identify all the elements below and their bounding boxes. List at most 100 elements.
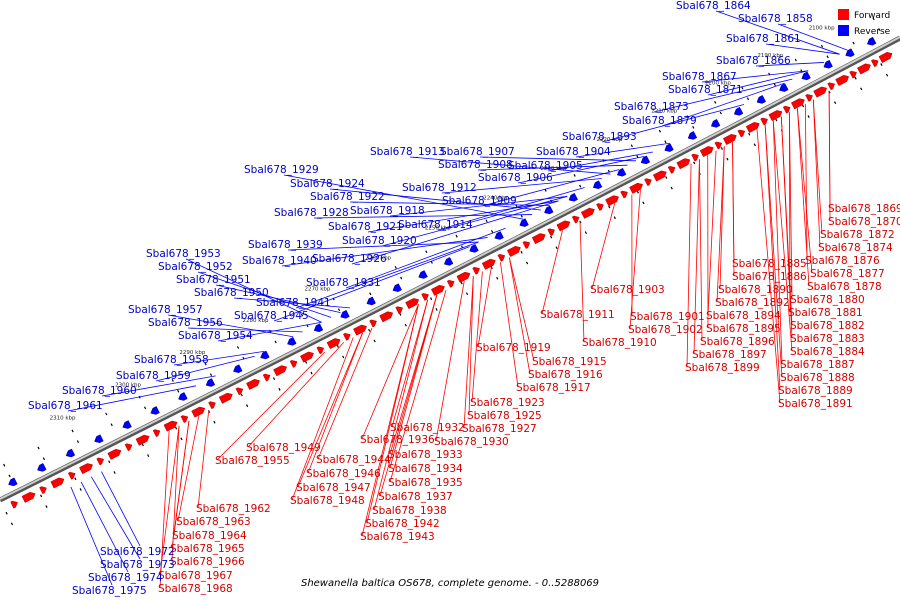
forward-gene-label: Sbal678_1968 [158,583,233,595]
gene-labels: Sbal678_1869Sbal678_1870Sbal678_1872Sbal… [28,0,900,597]
forward-leader-line [468,276,474,416]
forward-gene-label: Sbal678_1884 [790,346,865,358]
track-dash [658,129,662,133]
reverse-gene-label: Sbal678_1953 [146,248,221,260]
forward-gene-label: Sbal678_1888 [780,372,855,384]
forward-gene-label: Sbal678_1943 [360,531,435,543]
reverse-gene-arrow [392,283,402,292]
track-dash [714,100,717,104]
reverse-gene-label: Sbal678_1961 [28,400,103,412]
forward-leader-line [379,294,438,497]
map-caption: Shewanella baltica OS678, complete genom… [301,578,599,589]
forward-gene-arrow [50,477,65,489]
forward-leader-line [247,342,345,448]
forward-gene-arrow [39,486,47,495]
forward-gene-arrow [369,319,377,328]
legend-reverse-label: Reverse [854,27,891,37]
forward-gene-label: Sbal678_1911 [540,309,615,321]
track-dash [8,474,11,478]
reverse-gene-label: Sbal678_1907 [440,146,515,158]
forward-gene-label: Sbal678_1881 [788,307,863,319]
forward-gene-label: Sbal678_1901 [630,311,705,323]
reverse-gene-label: Sbal678_1926 [312,253,387,265]
forward-leader-line [716,146,725,303]
tick-label: 2260 kbp [365,256,391,262]
forward-leader-line [471,271,483,403]
forward-gene-label: Sbal678_1964 [172,530,247,542]
forward-gene-label: Sbal678_1937 [378,491,453,503]
tick-label: 2100 kbp [809,26,835,32]
track-dash [520,214,523,218]
reverse-gene-arrow [592,180,603,190]
track-dash [399,313,402,316]
forward-leader-line [373,299,429,511]
forward-gene-arrow [768,110,783,122]
reverse-gene-label: Sbal678_1879 [622,115,697,127]
forward-leader-line [591,203,616,290]
track-dash [613,216,616,220]
forward-gene-label: Sbal678_1917 [516,382,591,394]
track-dash [820,44,824,48]
forward-leader-line [317,327,373,460]
track-dash [746,97,750,101]
reverse-leader-line [707,70,809,96]
forward-leader-line [508,257,531,375]
track-dash [404,323,407,327]
forward-gene-arrow [273,365,288,377]
legend-forward-label: Forward [854,11,890,21]
forward-gene-arrow [691,153,699,162]
forward-leader-line [772,120,783,365]
forward-gene-arrow [737,129,746,138]
track-dash [455,234,458,238]
reverse-gene-label: Sbal678_1939 [248,239,323,251]
track-dash [177,389,180,393]
forward-leader-line [463,276,474,429]
track-dash [885,73,889,77]
forward-leader-line [629,190,641,330]
track-dash [670,186,673,190]
forward-gene-arrow [67,471,76,480]
reverse-gene-arrow [756,95,766,104]
track-dash [465,292,469,296]
forward-gene-arrow [827,82,835,91]
reverse-gene-label: Sbal678_1954 [178,330,253,342]
reverse-leader-line [70,486,113,586]
track-dash [726,157,729,161]
forward-gene-arrow [667,166,676,174]
reverse-gene-arrow [494,231,504,240]
reverse-leader-line [481,169,620,207]
reverse-gene-arrow [779,83,789,92]
reverse-leader-line [349,201,550,206]
reverse-gene-arrow [866,36,877,46]
forward-leader-line [812,99,823,235]
track-dash [664,140,667,144]
track-dash [520,250,523,254]
track-dash [429,297,433,301]
forward-leader-line [780,116,793,339]
track-dash [833,101,837,105]
reverse-gene-arrow [664,143,674,152]
track-dash [272,377,276,381]
forward-gene-label: Sbal678_1902 [628,324,703,336]
forward-gene-arrow [676,158,691,170]
forward-leader-line [197,410,210,509]
forward-gene-arrow [191,406,206,418]
reverse-leader-line [101,375,216,397]
reverse-gene-label: Sbal678_1921 [328,221,403,233]
forward-gene-label: Sbal678_1899 [685,362,760,374]
reverse-leader-line [381,196,568,247]
reverse-gene-arrow [366,296,376,306]
track-dash [801,104,805,108]
track-dash [180,437,183,441]
track-dash [525,261,529,265]
reverse-gene-label: Sbal678_1924 [290,178,365,190]
track-dash [368,328,371,332]
track-dash [826,55,829,59]
forward-gene-arrow [180,415,189,424]
forward-gene-arrow [714,141,723,150]
track-dash [40,494,43,498]
forward-leader-line [361,304,419,440]
forward-gene-label: Sbal678_1963 [176,516,251,528]
forward-gene-arrow [835,75,850,87]
forward-gene-arrow [790,98,805,110]
